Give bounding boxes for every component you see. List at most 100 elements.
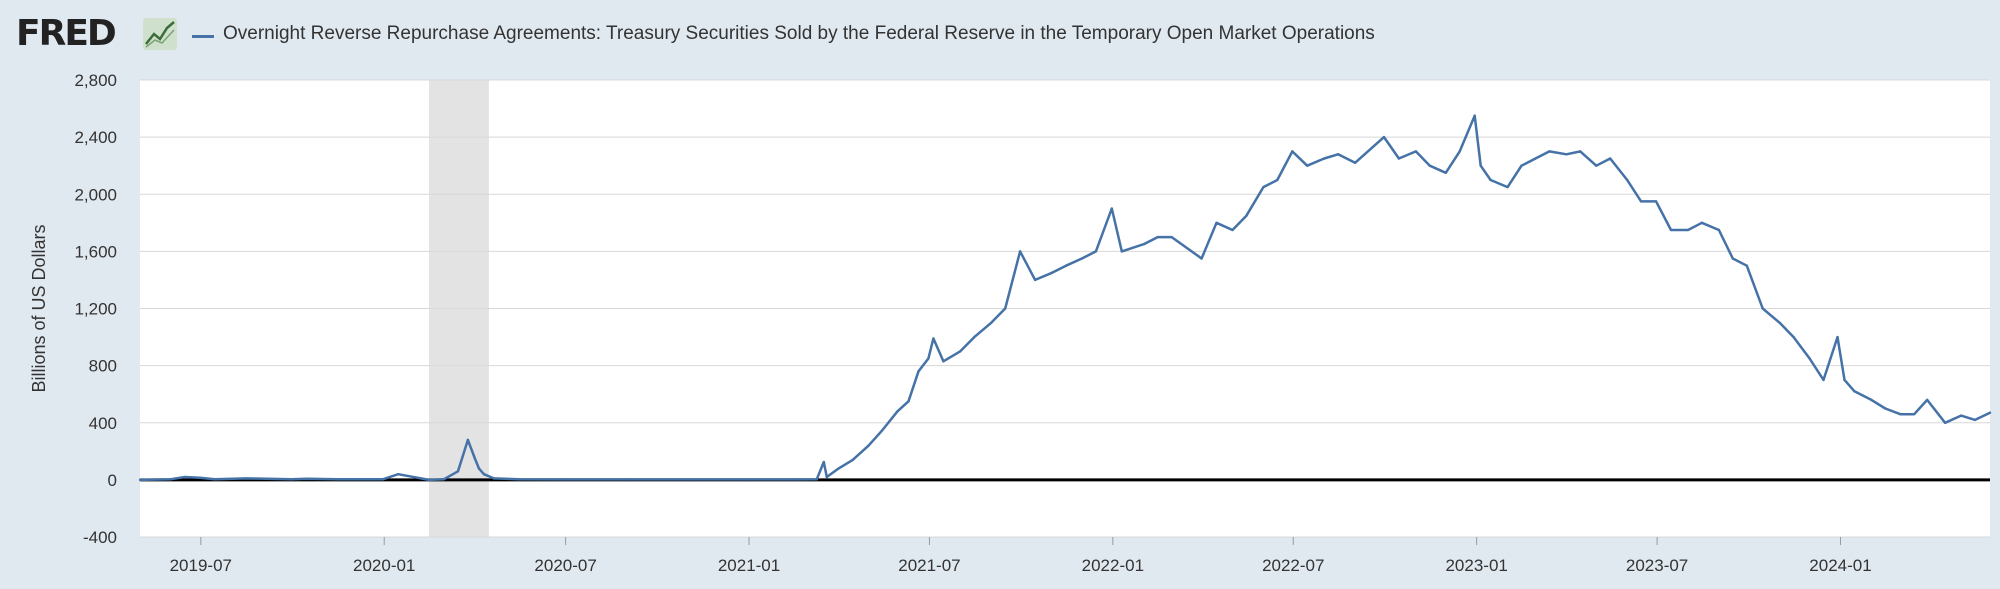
data-point [1731, 257, 1735, 260]
data-point [867, 444, 870, 447]
data-point [456, 470, 460, 473]
data-point [1479, 164, 1482, 167]
data-point [1579, 150, 1582, 153]
fred-logo[interactable]: FRED [16, 13, 117, 54]
y-tick-label: -400 [83, 528, 117, 547]
data-point [626, 478, 629, 481]
data-point [564, 478, 567, 481]
data-point [1489, 178, 1492, 182]
data-point [473, 457, 477, 460]
data-point [1276, 178, 1279, 182]
data-point [837, 467, 840, 470]
x-tick-label: 2022-01 [1082, 556, 1144, 575]
x-tick-label: 2020-01 [353, 556, 415, 575]
data-point [1700, 221, 1704, 225]
data-point [517, 477, 520, 481]
data-point [1397, 157, 1401, 160]
data-point [466, 438, 470, 442]
data-point [1080, 257, 1084, 260]
data-point [1654, 200, 1658, 203]
data-point [825, 475, 828, 479]
data-point [1565, 153, 1568, 156]
data-point [1473, 114, 1476, 117]
data-point [1458, 150, 1461, 153]
data-point [1761, 307, 1764, 310]
data-point [1033, 278, 1037, 282]
data-point [1231, 228, 1234, 232]
data-point [1291, 150, 1294, 153]
y-tick-label: 2,000 [74, 185, 117, 204]
data-point [1745, 264, 1748, 267]
data-point [1534, 157, 1537, 160]
x-tick-label: 2019-07 [170, 556, 232, 575]
y-tick-label: 800 [89, 357, 117, 376]
data-point [932, 337, 935, 340]
data-point [1520, 164, 1523, 167]
data-point [1884, 407, 1887, 410]
data-point [198, 476, 202, 479]
data-point [1808, 357, 1811, 360]
data-point [1050, 271, 1054, 274]
data-point [747, 478, 751, 481]
data-point [1988, 411, 1992, 414]
data-point [442, 477, 446, 481]
data-point [1353, 161, 1357, 165]
data-point [396, 472, 400, 476]
data-point [1822, 378, 1825, 382]
x-tick-label: 2023-01 [1445, 556, 1507, 575]
data-point [477, 467, 481, 470]
data-point [927, 357, 930, 360]
x-tick-label: 2024-01 [1809, 556, 1871, 575]
data-point [138, 478, 142, 482]
data-point [1506, 185, 1509, 189]
data-point [1142, 243, 1145, 246]
data-point [1215, 221, 1218, 225]
y-tick-label: 0 [108, 471, 117, 490]
data-point [1200, 257, 1203, 260]
x-tick-label: 2021-01 [718, 556, 780, 575]
data-point [1094, 250, 1098, 253]
data-point [942, 360, 945, 363]
chart-header: FRED Overnight Reverse Repurchase Agreem… [0, 0, 2000, 68]
data-point [881, 428, 884, 432]
data-point [169, 477, 173, 481]
x-tick-label: 2023-07 [1626, 556, 1688, 575]
data-point [851, 458, 854, 462]
data-point [482, 472, 486, 476]
data-point [1639, 200, 1643, 203]
y-tick-label: 1,600 [74, 242, 117, 261]
data-point [492, 477, 496, 480]
data-point [213, 477, 216, 481]
data-point [1609, 157, 1612, 160]
x-tick-label: 2020-07 [534, 556, 596, 575]
data-point [1899, 412, 1902, 416]
data-point [1382, 135, 1386, 139]
data-point [305, 477, 308, 480]
y-tick-label: 2,800 [74, 71, 117, 90]
data-point [1853, 390, 1856, 393]
data-point [1913, 412, 1916, 416]
data-point [1110, 207, 1114, 210]
data-point [290, 477, 293, 481]
data-point [1836, 335, 1839, 339]
legend-label[interactable]: Overnight Reverse Repurchase Agreements:… [223, 23, 1375, 44]
y-tick-label: 2,400 [74, 128, 117, 147]
data-point [1262, 185, 1265, 189]
data-point [792, 478, 796, 481]
legend-swatch [192, 35, 214, 38]
data-point [1336, 153, 1340, 156]
data-point [1428, 164, 1432, 167]
data-point [1245, 214, 1248, 217]
data-point [687, 478, 690, 481]
data-point [1306, 164, 1309, 167]
data-point [1003, 307, 1007, 310]
data-point [896, 410, 899, 413]
data-point [973, 335, 976, 339]
data-point [427, 478, 431, 482]
data-point [1548, 150, 1551, 153]
data-point [1792, 335, 1795, 339]
x-tick-label: 2022-07 [1262, 556, 1324, 575]
x-tick-label: 2021-07 [898, 556, 960, 575]
data-point [1973, 418, 1977, 422]
